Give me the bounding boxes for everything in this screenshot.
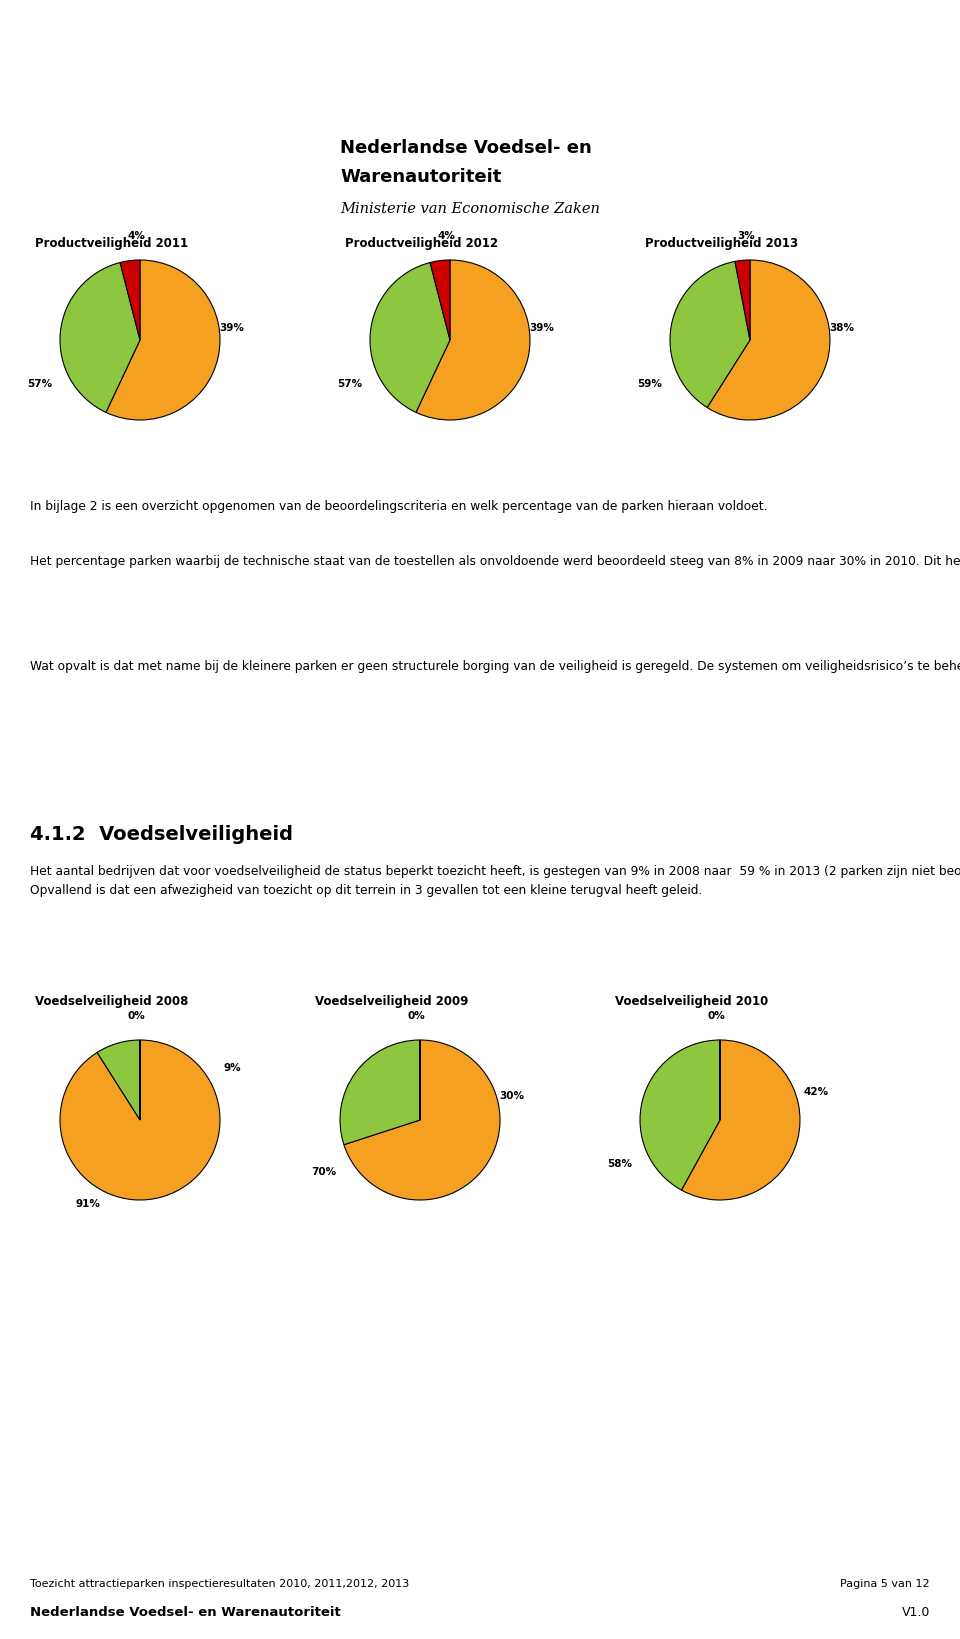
Wedge shape — [682, 1041, 800, 1200]
Text: 70%: 70% — [311, 1167, 337, 1177]
Text: 3%: 3% — [737, 231, 755, 241]
Wedge shape — [97, 1041, 140, 1119]
Wedge shape — [60, 1041, 220, 1200]
Text: 57%: 57% — [337, 379, 363, 388]
Wedge shape — [60, 262, 140, 413]
Wedge shape — [106, 261, 220, 420]
Text: 0%: 0% — [708, 1011, 725, 1021]
Text: 39%: 39% — [220, 323, 245, 333]
Wedge shape — [120, 261, 140, 339]
Text: 4%: 4% — [437, 231, 455, 241]
Text: 91%: 91% — [76, 1200, 101, 1210]
Text: 59%: 59% — [637, 379, 662, 388]
Text: 4.1.2  Voedselveiligheid: 4.1.2 Voedselveiligheid — [30, 824, 293, 844]
Wedge shape — [416, 261, 530, 420]
Text: Pagina 5 van 12: Pagina 5 van 12 — [840, 1578, 930, 1588]
Wedge shape — [708, 261, 830, 420]
Text: Warenautoriteit: Warenautoriteit — [340, 167, 501, 185]
Text: Ministerie van Economische Zaken: Ministerie van Economische Zaken — [340, 202, 600, 216]
Text: Voedselveiligheid 2009: Voedselveiligheid 2009 — [316, 995, 468, 1008]
Text: Nederlandse Voedsel- en: Nederlandse Voedsel- en — [340, 139, 591, 157]
Text: Voedselveiligheid 2010: Voedselveiligheid 2010 — [615, 995, 769, 1008]
Wedge shape — [344, 1041, 500, 1200]
Text: Het aantal bedrijven dat voor voedselveiligheid de status beperkt toezicht heeft: Het aantal bedrijven dat voor voedselvei… — [30, 865, 960, 897]
Text: Productveiligheid 2012: Productveiligheid 2012 — [346, 236, 498, 249]
Text: 9%: 9% — [223, 1064, 241, 1074]
Text: 0%: 0% — [127, 1011, 145, 1021]
Text: 42%: 42% — [804, 1087, 828, 1096]
Text: V1.0: V1.0 — [901, 1606, 930, 1618]
Text: Voedselveiligheid 2008: Voedselveiligheid 2008 — [36, 995, 189, 1008]
Wedge shape — [370, 262, 450, 413]
Text: ❧: ❧ — [287, 162, 313, 192]
Text: Productveiligheid 2011: Productveiligheid 2011 — [36, 236, 188, 249]
Text: 38%: 38% — [829, 323, 854, 333]
Text: Nederlandse Voedsel- en Warenautoriteit: Nederlandse Voedsel- en Warenautoriteit — [30, 1606, 341, 1618]
Text: 0%: 0% — [407, 1011, 425, 1021]
Text: Toezicht attractieparken inspectieresultaten 2010, 2011,2012, 2013: Toezicht attractieparken inspectieresult… — [30, 1578, 409, 1588]
Text: Het percentage parken waarbij de technische staat van de toestellen als onvoldoe: Het percentage parken waarbij de technis… — [30, 556, 960, 569]
Text: 39%: 39% — [530, 323, 555, 333]
Wedge shape — [430, 261, 450, 339]
Text: Wat opvalt is dat met name bij de kleinere parken er geen structurele borging va: Wat opvalt is dat met name bij de kleine… — [30, 661, 960, 674]
Wedge shape — [735, 261, 750, 339]
Text: 57%: 57% — [28, 379, 53, 388]
Wedge shape — [670, 261, 750, 408]
Text: 58%: 58% — [608, 1159, 633, 1169]
Text: 30%: 30% — [499, 1092, 524, 1101]
Text: Productveiligheid 2013: Productveiligheid 2013 — [645, 236, 799, 249]
Text: In bijlage 2 is een overzicht opgenomen van de beoordelingscriteria en welk perc: In bijlage 2 is een overzicht opgenomen … — [30, 500, 767, 513]
Wedge shape — [640, 1041, 720, 1190]
Text: 4%: 4% — [127, 231, 145, 241]
Wedge shape — [340, 1041, 420, 1144]
